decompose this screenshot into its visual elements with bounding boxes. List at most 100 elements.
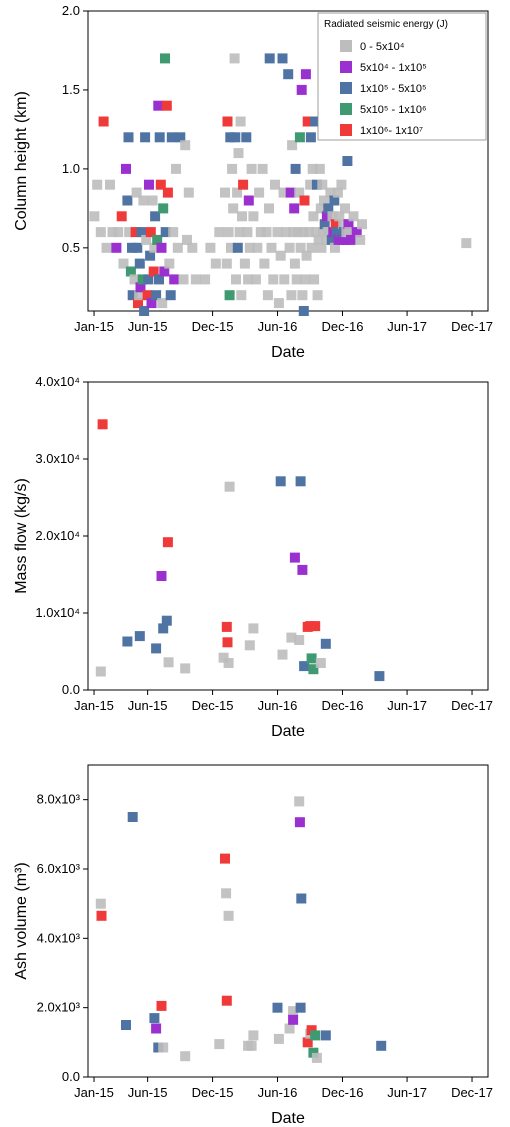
data-point <box>340 234 351 245</box>
data-point <box>158 1042 169 1053</box>
data-point <box>226 242 236 253</box>
data-point <box>133 298 143 309</box>
data-point <box>348 211 359 222</box>
data-point <box>214 1039 225 1050</box>
data-point <box>319 195 329 206</box>
data-point <box>150 211 161 222</box>
data-point <box>218 652 229 663</box>
x-tick-label: Jun-16 <box>258 1085 298 1100</box>
data-point <box>343 219 354 230</box>
data-point <box>294 796 305 807</box>
data-point <box>222 637 233 648</box>
data-point <box>163 657 174 668</box>
data-point <box>346 234 356 245</box>
data-point <box>127 242 137 253</box>
data-point <box>310 116 321 127</box>
data-point <box>239 258 250 269</box>
data-point <box>329 195 340 206</box>
x-tick-label: Jan-15 <box>74 698 114 713</box>
data-point <box>156 1000 167 1011</box>
data-point <box>153 100 164 111</box>
plot-frame <box>87 381 489 691</box>
data-point <box>308 664 319 675</box>
data-point <box>273 298 284 309</box>
data-point <box>161 100 172 111</box>
data-point <box>125 266 136 277</box>
data-point <box>127 290 138 301</box>
data-point <box>275 250 286 261</box>
x-tick-label: Dec-17 <box>451 698 493 713</box>
data-point <box>221 258 232 269</box>
data-point <box>298 227 309 238</box>
data-point <box>243 195 254 206</box>
data-point <box>264 203 274 214</box>
data-point <box>295 242 306 253</box>
data-point <box>182 234 192 245</box>
data-point <box>122 636 133 647</box>
data-point <box>308 211 319 222</box>
data-point <box>187 242 198 253</box>
data-point <box>344 227 355 238</box>
plot-frame <box>87 764 489 1078</box>
data-point <box>224 481 235 492</box>
data-point <box>107 227 118 238</box>
data-point <box>214 227 225 238</box>
data-point <box>279 274 290 285</box>
x-tick-label: Jun-17 <box>387 698 427 713</box>
data-point <box>121 1020 131 1030</box>
data-point <box>284 242 295 253</box>
data-point <box>246 1040 257 1051</box>
data-point <box>302 116 313 127</box>
data-point <box>327 211 338 222</box>
data-point <box>301 250 312 261</box>
x-tick-label: Jun-16 <box>258 319 298 334</box>
data-point <box>138 195 149 206</box>
data-point <box>302 1037 313 1048</box>
data-point <box>254 187 265 198</box>
data-point <box>122 195 133 206</box>
data-point <box>134 258 145 269</box>
data-point <box>151 290 162 301</box>
data-point <box>92 179 103 190</box>
data-point <box>312 290 323 301</box>
data-point <box>357 219 367 230</box>
data-point <box>118 258 129 269</box>
data-point <box>326 234 337 245</box>
data-point <box>152 234 163 245</box>
panel-column-height: 0.5 1.0 1.5 2.0 Jan-15 Jun-15 Dec-15 Jun-16 Dec-… <box>13 3 493 361</box>
data-point <box>228 203 239 214</box>
x-tick-label: Dec-16 <box>322 1085 364 1100</box>
data-point <box>224 290 235 301</box>
data-point <box>259 258 270 269</box>
data-point <box>294 817 305 828</box>
data-point <box>244 640 255 651</box>
y-tick-label: 3.0x10⁴ <box>35 451 80 466</box>
data-point <box>248 623 259 634</box>
data-point <box>241 132 252 143</box>
legend-label: 5x10⁴ - 1x10⁵ <box>360 62 427 74</box>
data-point <box>340 203 350 214</box>
data-point <box>305 179 316 190</box>
data-point <box>145 227 156 238</box>
data-point <box>311 179 322 190</box>
data-point <box>222 116 233 127</box>
data-point <box>223 658 234 668</box>
y-tick-label: 0.5 <box>62 240 80 255</box>
data-point <box>123 132 134 143</box>
data-point <box>295 1002 306 1013</box>
data-point <box>264 53 275 64</box>
data-point <box>221 888 232 899</box>
data-point <box>227 163 238 174</box>
data-point <box>220 853 230 864</box>
legend-box <box>317 12 487 141</box>
y-tick-label: 2.0x10³ <box>37 1000 81 1015</box>
y-axis-label: Mass flow (kg/s) <box>13 478 30 594</box>
data-point <box>160 53 170 64</box>
data-point <box>168 227 179 238</box>
data-point <box>255 227 266 238</box>
data-point <box>288 1006 299 1017</box>
panel-mass-flow: 0.0 1.0x10⁴ 2.0x10⁴ 3.0x10⁴ 4.0x10⁴ Jan-15 Jun… <box>13 374 493 740</box>
data-point <box>300 69 311 80</box>
data-point <box>277 649 288 660</box>
